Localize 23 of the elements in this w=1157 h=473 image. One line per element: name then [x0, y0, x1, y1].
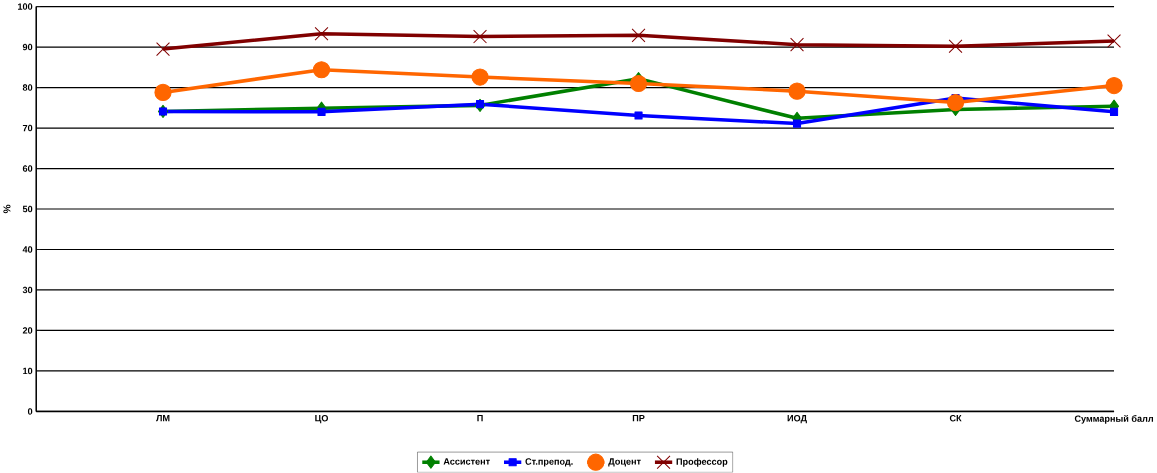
y-tick-label: 40 [22, 246, 33, 253]
y-tick-label: 100 [18, 3, 33, 11]
y-tick-label: 60 [22, 165, 33, 172]
y-tick-label: 80 [22, 84, 33, 92]
x-tick-label: ИОД [787, 415, 807, 424]
x-tick-label: П [477, 415, 483, 422]
x-tick-label: СК [949, 415, 962, 422]
y-tick-label: 0 [27, 408, 33, 415]
legend-label: Ст.препод. [525, 458, 573, 467]
y-tick-label: 70 [22, 125, 33, 132]
legend-label: Профессор [676, 458, 728, 467]
x-tick-label: Суммарный балл [1074, 415, 1154, 424]
legend-label: Ассистент [443, 458, 490, 465]
y-tick-label: 50 [22, 206, 33, 213]
y-axis-title: % [3, 205, 11, 214]
x-tick-label: ЛМ [156, 415, 170, 422]
legend-label: Доцент [608, 458, 641, 467]
x-tick-label: ПР [632, 415, 645, 422]
y-tick-label: 20 [22, 327, 33, 334]
y-tick-label: 10 [23, 367, 33, 375]
y-tick-label: 30 [22, 286, 33, 294]
y-tick-label: 90 [22, 44, 33, 51]
x-tick-label: ЦО [315, 415, 328, 424]
